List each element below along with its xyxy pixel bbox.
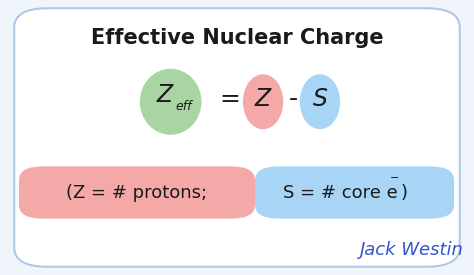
FancyBboxPatch shape	[19, 166, 255, 219]
Text: eff: eff	[176, 100, 192, 113]
Ellipse shape	[300, 74, 340, 129]
FancyBboxPatch shape	[14, 8, 460, 267]
Text: ): )	[401, 183, 408, 202]
Text: (Z = # protons;: (Z = # protons;	[66, 183, 208, 202]
Text: =: =	[219, 87, 240, 111]
Ellipse shape	[140, 69, 201, 135]
Text: S = # core e: S = # core e	[283, 183, 398, 202]
Ellipse shape	[243, 74, 283, 129]
Text: Jack Westin: Jack Westin	[360, 241, 465, 259]
Text: Z: Z	[157, 83, 173, 107]
Text: −: −	[390, 173, 400, 183]
Text: Z: Z	[255, 87, 271, 111]
FancyBboxPatch shape	[255, 166, 454, 219]
Text: Effective Nuclear Charge: Effective Nuclear Charge	[91, 29, 383, 48]
Text: -: -	[288, 87, 298, 111]
Text: S: S	[312, 87, 328, 111]
